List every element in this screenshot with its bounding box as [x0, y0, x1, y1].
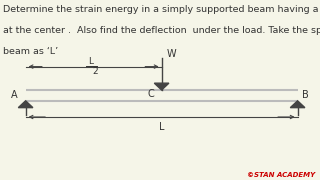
Polygon shape — [154, 83, 169, 90]
Text: at the center .  Also find the deflection  under the load. Take the span of the: at the center . Also find the deflection… — [3, 26, 320, 35]
Polygon shape — [290, 101, 305, 108]
Text: L: L — [88, 57, 93, 66]
Text: W: W — [166, 49, 176, 59]
Text: A: A — [11, 90, 18, 100]
Text: B: B — [302, 90, 309, 100]
Text: L: L — [159, 122, 164, 132]
Polygon shape — [18, 101, 33, 108]
Text: 2: 2 — [92, 68, 98, 76]
Text: C: C — [148, 89, 155, 99]
Text: beam as ‘L’: beam as ‘L’ — [3, 47, 59, 56]
Text: Determine the strain energy in a simply supported beam having a point load W: Determine the strain energy in a simply … — [3, 5, 320, 14]
Text: ©STAN ACADEMY: ©STAN ACADEMY — [247, 172, 315, 178]
